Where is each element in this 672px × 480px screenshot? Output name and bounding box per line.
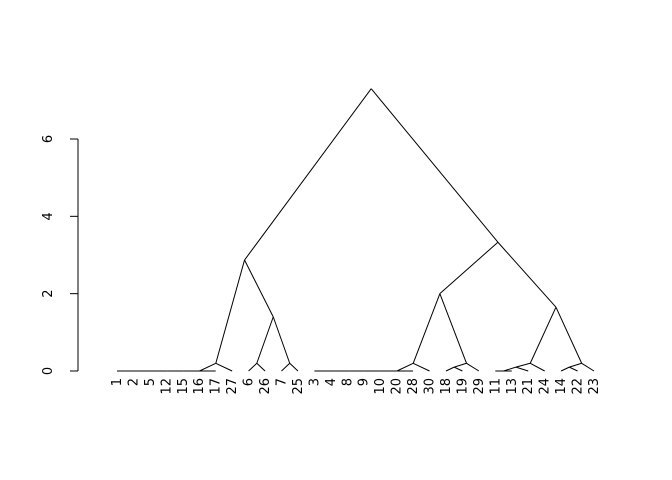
merge-link-23-right <box>515 366 529 372</box>
leaf-label: 11 <box>488 378 503 395</box>
merge-link-28-left <box>439 241 499 295</box>
merge-link-28-right <box>497 241 557 308</box>
merge-link-27-right <box>555 306 583 364</box>
leaf-label: 30 <box>423 378 438 395</box>
merge-link-27-left <box>529 306 557 364</box>
leaf-label: 5 <box>143 378 158 386</box>
leaf-label: 21 <box>521 378 536 395</box>
merge-link-11-right <box>244 259 274 318</box>
y-axis: 0 2 4 6 <box>41 135 79 375</box>
y-tick-label: 0 <box>41 367 56 375</box>
leaf-label: 8 <box>340 378 355 386</box>
leaf-label: 22 <box>571 378 586 395</box>
leaf-label: 4 <box>324 378 339 386</box>
merge-link-8-left <box>248 362 258 372</box>
merge-link-7-left <box>215 362 233 372</box>
merge-link-25-left <box>560 366 570 372</box>
leaf-label: 18 <box>439 378 454 395</box>
leaf-label: 28 <box>406 378 421 395</box>
leaf-label: 24 <box>538 378 553 395</box>
merge-link-19-left <box>445 366 455 372</box>
leaf-label: 17 <box>209 378 224 395</box>
leaf-label: 12 <box>159 378 174 395</box>
merge-link-18-right <box>396 362 414 372</box>
merge-link-18-left <box>412 362 430 372</box>
leaf-label: 27 <box>225 378 240 395</box>
merge-link-21-right <box>439 293 467 364</box>
leaf-label: 29 <box>472 378 487 395</box>
merge-link-24-left <box>530 362 545 372</box>
merge-link-29-left <box>244 88 372 261</box>
merge-link-10-right <box>272 316 291 364</box>
leaf-label: 23 <box>587 378 602 395</box>
y-tick-label: 6 <box>41 135 56 143</box>
merge-link-20-right <box>454 362 467 368</box>
leaf-label: 19 <box>455 378 470 395</box>
leaf-label: 1 <box>110 378 125 386</box>
leaf-label: 7 <box>274 378 289 386</box>
leaf-label: 10 <box>373 378 388 395</box>
merge-link-10-left <box>256 316 274 364</box>
leaf-label: 3 <box>307 378 322 386</box>
merge-link-9-left <box>281 362 291 372</box>
leaf-label: 14 <box>554 378 569 395</box>
leaf-label: 25 <box>291 378 306 395</box>
leaf-label: 26 <box>258 378 273 395</box>
leaf-label: 2 <box>126 378 141 386</box>
leaf-label: 9 <box>357 378 372 386</box>
merge-link-26-left <box>581 362 595 372</box>
merge-link-25-right <box>569 366 578 372</box>
merge-link-11-left <box>215 259 246 364</box>
leaf-label: 15 <box>176 378 191 395</box>
y-tick-label: 4 <box>41 212 56 220</box>
leaf-label: 20 <box>390 378 405 395</box>
leaf-label: 16 <box>192 378 207 395</box>
merge-link-21-left <box>412 293 441 364</box>
merge-link-26-right <box>569 362 582 368</box>
leaf-label: 6 <box>242 378 257 386</box>
merge-link-24-right <box>515 362 531 368</box>
y-tick-label: 2 <box>41 290 56 298</box>
leaf-label: 13 <box>505 378 520 395</box>
merge-link-19-right <box>453 366 463 372</box>
merge-link-9-right <box>289 362 299 372</box>
merge-link-7-right <box>199 362 217 372</box>
merge-link-29-right <box>370 88 499 243</box>
merge-link-8-right <box>256 362 266 372</box>
leaf-labels: 1 2 5 12 15 16 17 27 6 26 7 25 3 4 8 9 10 20 28 30 18 19 29 11 1… <box>110 378 602 395</box>
merge-link-23-left <box>503 366 517 372</box>
dendrogram-links <box>117 88 595 372</box>
merge-link-20-left <box>466 362 480 372</box>
